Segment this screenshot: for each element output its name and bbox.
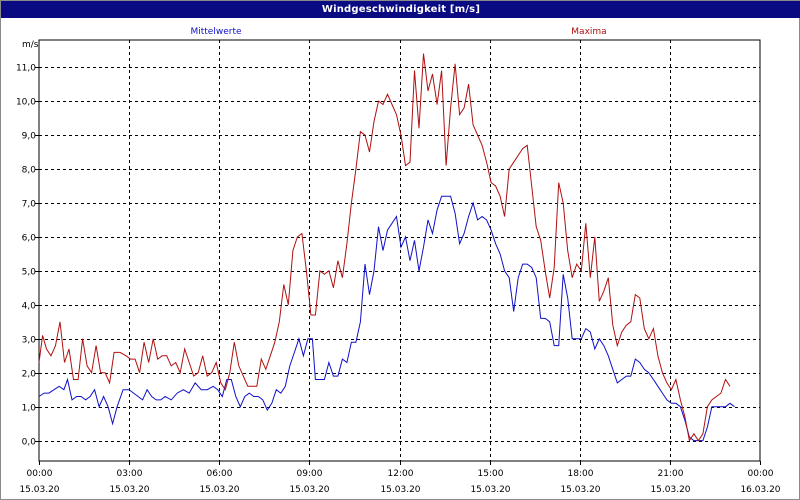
legend-maxima: Maxima — [571, 27, 606, 37]
series-line-maxima — [38, 53, 731, 442]
x-tick-date: 15.03.20 — [289, 485, 329, 495]
y-tick-label: 2,0 — [22, 370, 37, 380]
x-tick-time: 00:00 — [748, 469, 774, 479]
series-line-mittelwerte — [38, 195, 735, 442]
x-tick-date: 15.03.20 — [560, 485, 600, 495]
grid-lines — [39, 40, 760, 461]
x-tick-time: 18:00 — [568, 469, 594, 479]
x-tick-date: 15.03.20 — [19, 485, 59, 495]
chart-title: Windgeschwindigkeit [m/s] — [1, 1, 800, 18]
y-tick-label: 4,0 — [22, 302, 37, 312]
legend-mittelwerte: Mittelwerte — [190, 27, 241, 37]
x-tick-time: 21:00 — [658, 469, 684, 479]
y-tick-label: 11,0 — [16, 64, 36, 74]
y-tick-label: 3,0 — [22, 336, 37, 346]
series-lines — [38, 53, 735, 442]
x-tick-date: 15.03.20 — [199, 485, 239, 495]
y-axis-ticks: 0,0 1,0 2,0 3,0 4,0 5,0 6,0 7,0 8,0 9,0 10,0 11,0 — [16, 64, 39, 448]
y-tick-label: 5,0 — [22, 268, 37, 278]
x-tick-date: 15.03.20 — [470, 485, 510, 495]
x-tick-time: 12:00 — [388, 469, 414, 479]
y-tick-label: 0,0 — [22, 438, 37, 448]
x-tick-time: 03:00 — [117, 469, 143, 479]
y-axis-label: m/s — [22, 40, 39, 50]
x-tick-time: 09:00 — [297, 469, 323, 479]
x-tick-time: 00:00 — [27, 469, 53, 479]
x-tick-date: 15.03.20 — [380, 485, 420, 495]
plot-area-border — [38, 39, 761, 462]
y-tick-label: 10,0 — [16, 98, 36, 108]
y-tick-label: 8,0 — [22, 166, 37, 176]
x-tick-date: 15.03.20 — [650, 485, 690, 495]
x-tick-time: 15:00 — [478, 469, 504, 479]
y-tick-label: 6,0 — [22, 234, 37, 244]
x-tick-date: 15.03.20 — [109, 485, 149, 495]
x-axis-ticks: 00:00 15.03.20 03:00 15.03.20 06:00 15.03.20 0… — [19, 461, 781, 495]
x-tick-date: 16.03.20 — [740, 485, 780, 495]
y-tick-label: 9,0 — [22, 132, 37, 142]
y-tick-label: 7,0 — [22, 200, 37, 210]
y-tick-label: 1,0 — [22, 404, 37, 414]
x-tick-time: 06:00 — [207, 469, 233, 479]
